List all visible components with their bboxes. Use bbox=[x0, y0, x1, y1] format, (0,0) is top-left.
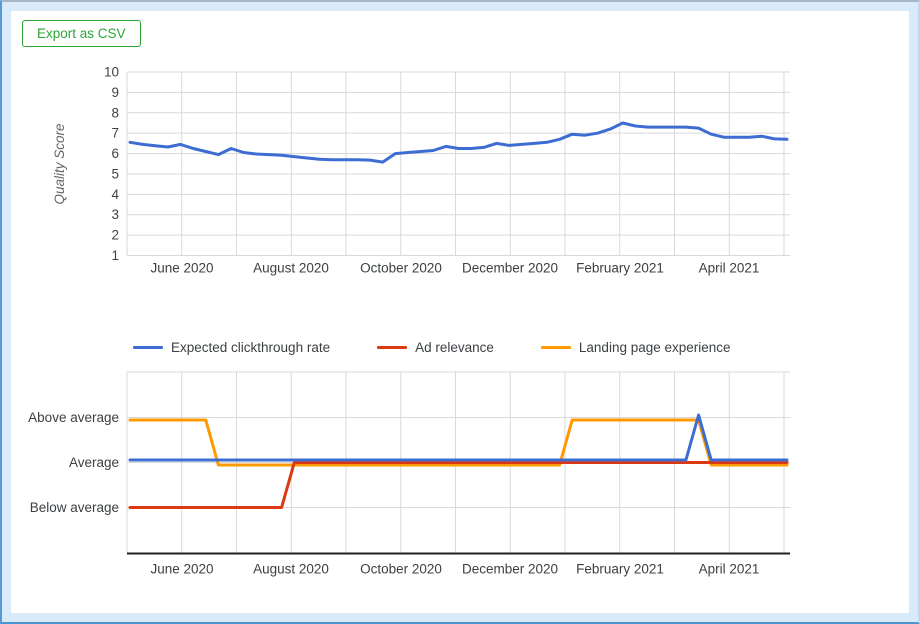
ytick-label-5: 5 bbox=[111, 166, 119, 181]
month-label-bottom-february-2021: February 2021 bbox=[576, 562, 664, 577]
month-label-bottom-april-2021: April 2021 bbox=[699, 562, 760, 577]
month-label-top-august-2020: August 2020 bbox=[253, 261, 329, 276]
month-label-bottom-december-2020: December 2020 bbox=[462, 562, 558, 577]
row-label-below-average: Below average bbox=[30, 500, 119, 515]
legend-item-landing-page-experience[interactable]: Landing page experience bbox=[540, 339, 731, 355]
series-line-landing-page-experience[interactable] bbox=[128, 418, 789, 467]
ytick-label-6: 6 bbox=[111, 146, 119, 161]
quality-score-axis-title: Quality Score bbox=[52, 123, 67, 204]
month-label-bottom-june-2020: June 2020 bbox=[150, 562, 213, 577]
ytick-label-1: 1 bbox=[111, 248, 119, 263]
month-label-bottom-august-2020: August 2020 bbox=[253, 562, 329, 577]
month-label-top-october-2020: October 2020 bbox=[360, 261, 442, 276]
charts-canvas[interactable]: 1 2 3 4 5 6 7 8 9 10 June 2020 August 2020 October 2… bbox=[11, 11, 909, 613]
ytick-label-9: 9 bbox=[111, 85, 119, 100]
ytick-label-8: 8 bbox=[111, 105, 119, 120]
month-label-top-april-2021: April 2021 bbox=[699, 261, 760, 276]
ytick-label-7: 7 bbox=[111, 126, 119, 141]
content-panel: Export as CSV 1 2 3 4 5 6 7 8 9 10 June 2020 August… bbox=[11, 11, 909, 613]
month-label-bottom-october-2020: October 2020 bbox=[360, 562, 442, 577]
export-csv-button[interactable]: Export as CSV bbox=[22, 20, 141, 47]
row-label-above-average: Above average bbox=[28, 410, 119, 425]
legend-swatch-ad-relevance bbox=[377, 345, 408, 349]
month-label-top-june-2020: June 2020 bbox=[150, 261, 213, 276]
legend-item-expected-clickthrough-rate[interactable]: Expected clickthrough rate bbox=[133, 340, 330, 355]
legend-label-expected-clickthrough-rate: Expected clickthrough rate bbox=[171, 339, 331, 355]
row-label-average: Average bbox=[69, 455, 119, 470]
legend-swatch-landing-page-experience bbox=[540, 345, 571, 349]
series-line-quality-score[interactable] bbox=[128, 121, 789, 164]
series-line-ad-relevance[interactable] bbox=[128, 461, 789, 509]
legend-swatch-expected-clickthrough-rate bbox=[133, 345, 163, 349]
ytick-label-2: 2 bbox=[111, 228, 119, 243]
legend: Expected clickthrough rate Ad relevance La… bbox=[133, 337, 731, 357]
ytick-label-4: 4 bbox=[111, 187, 119, 202]
month-label-top-february-2021: February 2021 bbox=[576, 261, 664, 276]
ytick-label-10: 10 bbox=[104, 65, 119, 80]
month-label-top-december-2020: December 2020 bbox=[462, 261, 558, 276]
legend-item-ad-relevance[interactable]: Ad relevance bbox=[377, 340, 494, 355]
legend-label-ad-relevance: Ad relevance bbox=[415, 339, 494, 355]
legend-label-landing-page-experience: Landing page experience bbox=[578, 339, 731, 355]
ytick-label-3: 3 bbox=[111, 207, 119, 222]
series-line-expected-clickthrough-rate[interactable] bbox=[128, 413, 789, 462]
